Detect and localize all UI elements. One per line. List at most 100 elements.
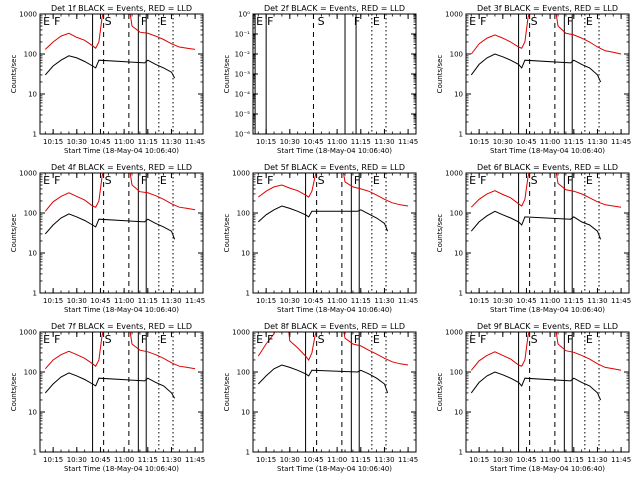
y-tick-label: 1000 xyxy=(445,329,463,337)
marker-label-e: E xyxy=(43,333,50,346)
x-tick-label: 11:30 xyxy=(161,456,181,464)
events-series-line xyxy=(44,213,176,240)
x-tick-label: 10:30 xyxy=(280,138,300,146)
x-tick-label: 11:15 xyxy=(138,456,158,464)
y-axis-label: Counts/sec xyxy=(436,55,444,94)
x-tick-label: 10:45 xyxy=(303,456,323,464)
y-tick-label: 10 xyxy=(241,250,250,258)
y-tick-label: 10 xyxy=(241,409,250,417)
y-tick-label: 10⁻⁵ xyxy=(235,111,251,119)
x-tick-label: 11:45 xyxy=(611,456,631,464)
y-tick-label: 1000 xyxy=(19,329,37,337)
y-tick-label: 1 xyxy=(246,449,250,457)
lld-series-line xyxy=(470,173,622,208)
marker-label-f: F xyxy=(141,333,147,346)
y-tick-label: 10⁻³ xyxy=(235,71,251,79)
marker-label-s: S xyxy=(531,174,538,187)
y-axis-label: Counts/sec xyxy=(436,214,444,253)
marker-label-s: S xyxy=(105,333,112,346)
x-tick-label: 10:15 xyxy=(43,456,63,464)
lld-series-line xyxy=(470,14,622,55)
marker-label-f: F xyxy=(141,15,147,28)
x-tick-label: 11:45 xyxy=(185,297,205,305)
x-tick-label: 10:15 xyxy=(256,297,276,305)
panel-title: Det 9f BLACK = Events, RED = LLD xyxy=(477,322,618,331)
y-tick-label: 1000 xyxy=(445,11,463,19)
marker-label-f: F xyxy=(354,174,360,187)
marker-label-e: E xyxy=(469,15,476,28)
y-tick-label: 10⁻² xyxy=(235,51,251,59)
y-tick-label: 1 xyxy=(246,290,250,298)
x-tick-label: 11:15 xyxy=(564,138,584,146)
marker-label-e: E xyxy=(43,15,50,28)
y-tick-label: 10 xyxy=(454,250,463,258)
marker-label-e: E xyxy=(43,174,50,187)
marker-label-e: E xyxy=(160,15,167,28)
x-tick-label: 11:45 xyxy=(611,297,631,305)
x-tick-label: 11:30 xyxy=(587,297,607,305)
y-tick-label: 10⁻⁴ xyxy=(235,91,251,99)
x-tick-label: 11:15 xyxy=(351,138,371,146)
marker-label-s: S xyxy=(105,15,112,28)
marker-label-e: E xyxy=(256,15,263,28)
x-tick-label: 11:00 xyxy=(114,138,134,146)
y-tick-label: 100 xyxy=(24,51,37,59)
x-tick-label: 10:15 xyxy=(256,138,276,146)
y-tick-label: 1000 xyxy=(232,329,250,337)
y-tick-label: 1 xyxy=(459,449,463,457)
events-series-line xyxy=(44,55,176,79)
x-tick-label: 10:45 xyxy=(303,138,323,146)
x-tick-label: 10:30 xyxy=(67,456,87,464)
y-axis-label: Counts/sec xyxy=(10,373,18,412)
x-tick-label: 11:15 xyxy=(564,456,584,464)
x-axis-label: Start Time (18-May-04 10:06:40) xyxy=(277,306,392,314)
marker-label-e: E xyxy=(586,174,593,187)
panel-2: Det 2f BLACK = Events, RED = LLD 10⁻⁶ 10⁻⁵… xyxy=(223,4,418,155)
plot-frame xyxy=(39,172,204,294)
panel-title: Det 3f BLACK = Events, RED = LLD xyxy=(477,4,618,13)
x-tick-label: 10:15 xyxy=(469,456,489,464)
panel-9: Det 9f BLACK = Events, RED = LLD 1 10 100 10… xyxy=(436,322,631,473)
y-tick-label: 10 xyxy=(28,250,37,258)
x-tick-label: 11:00 xyxy=(540,297,560,305)
events-series-line xyxy=(470,53,602,83)
plot-frame xyxy=(465,172,630,294)
y-axis-label: Counts/sec xyxy=(223,55,231,94)
y-axis-label: Counts/sec xyxy=(223,373,231,412)
lld-series-line xyxy=(257,332,409,366)
plot-frame xyxy=(465,13,630,135)
x-tick-label: 10:15 xyxy=(469,297,489,305)
marker-label-e: E xyxy=(160,333,167,346)
marker-label-f: F xyxy=(354,15,360,28)
plot-frame xyxy=(252,13,417,135)
panel-8: Det 8f BLACK = Events, RED = LLD 1 10 100 10… xyxy=(223,322,418,473)
x-tick-label: 11:30 xyxy=(374,456,394,464)
marker-label-s: S xyxy=(318,333,325,346)
y-tick-label: 10 xyxy=(28,91,37,99)
y-tick-label: 100 xyxy=(450,369,463,377)
y-axis-label: Counts/sec xyxy=(223,214,231,253)
x-axis-label: Start Time (18-May-04 10:06:40) xyxy=(277,465,392,473)
marker-label-e: E xyxy=(256,174,263,187)
plot-frame xyxy=(252,331,417,453)
y-axis-label: Counts/sec xyxy=(436,373,444,412)
x-tick-label: 10:45 xyxy=(303,297,323,305)
x-tick-label: 11:15 xyxy=(138,297,158,305)
x-tick-label: 11:15 xyxy=(351,297,371,305)
x-axis-label: Start Time (18-May-04 10:06:40) xyxy=(64,465,179,473)
x-tick-label: 10:15 xyxy=(43,297,63,305)
marker-label-e: E xyxy=(160,174,167,187)
lld-series-line xyxy=(470,332,622,371)
panel-1: Det 1f BLACK = Events, RED = LLD 1 10 100 10… xyxy=(10,4,205,155)
y-tick-label: 100 xyxy=(237,210,250,218)
marker-label-f: F xyxy=(567,15,573,28)
y-tick-label: 10 xyxy=(454,409,463,417)
panel-title: Det 5f BLACK = Events, RED = LLD xyxy=(264,163,405,172)
y-axis-label: Counts/sec xyxy=(10,214,18,253)
marker-label-f: F xyxy=(267,333,273,346)
plot-frame xyxy=(39,13,204,135)
plot-frame xyxy=(252,172,417,294)
x-tick-label: 10:30 xyxy=(280,456,300,464)
x-tick-label: 10:45 xyxy=(90,456,110,464)
